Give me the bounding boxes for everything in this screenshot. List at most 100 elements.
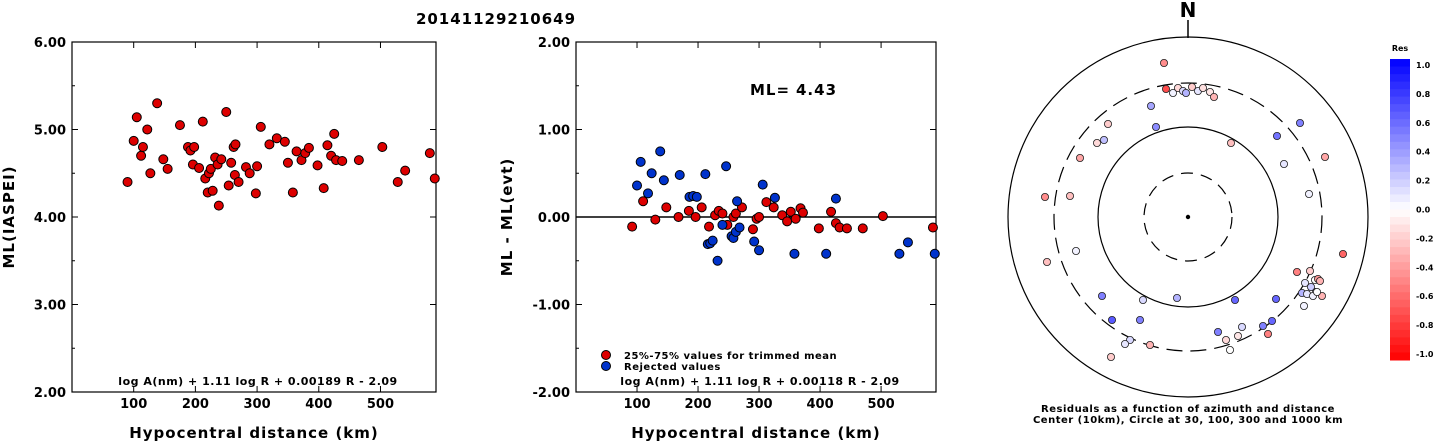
chart2-point	[674, 170, 685, 180]
polar-point	[1108, 315, 1117, 324]
colorbar-segment	[1390, 217, 1410, 226]
colorbar-segment	[1390, 171, 1410, 180]
chart2-point	[661, 202, 672, 213]
colorbar-segment	[1390, 284, 1410, 293]
chart2-point	[757, 179, 768, 190]
chart1-ytick-label: 6.00	[34, 36, 66, 51]
colorbar-tick-label: -0.4	[1416, 263, 1434, 272]
chart2-point	[643, 188, 653, 199]
polar-point	[1214, 327, 1223, 336]
chart1-xtick-label: 200	[182, 397, 209, 412]
chart1-xlabel: Hypocentral distance (km)	[129, 424, 379, 441]
chart1-ytick-label: 2.00	[34, 386, 66, 401]
colorbar-segment	[1390, 156, 1410, 165]
colorbar-segment	[1390, 119, 1410, 128]
chart1-point	[303, 142, 314, 153]
chart2-point	[690, 212, 701, 222]
circle-1000km	[1007, 36, 1369, 398]
colorbar-segment	[1390, 344, 1410, 353]
colorbar-segment	[1390, 201, 1410, 210]
polar-point	[1234, 331, 1243, 340]
chart1-point	[194, 163, 205, 173]
polar-point	[1316, 276, 1325, 285]
colorbar-tick-label: 0.6	[1416, 119, 1431, 128]
chart2-point	[813, 223, 824, 234]
polar-point	[1210, 93, 1219, 102]
polar-point	[1104, 120, 1113, 129]
chart-ml-residual: 100 200 300 400 500 -2.00 -1.00 0.00 1.00 2.00 ML…	[498, 36, 940, 441]
colorbar-tick-label: -0.2	[1416, 234, 1434, 243]
chart2-point	[691, 191, 702, 202]
chart1-point	[244, 168, 255, 179]
chart2-ytick-label: -2.00	[533, 386, 570, 401]
chart2-point	[797, 207, 808, 218]
chart2-xlabel: Hypocentral distance (km)	[631, 424, 881, 441]
chart2-xtick-label: 500	[868, 397, 895, 412]
chart2-point	[650, 214, 661, 225]
chart2-point	[894, 248, 905, 259]
polar-point	[1043, 257, 1052, 266]
polar-point	[1152, 123, 1161, 132]
colorbar-segment	[1390, 314, 1410, 323]
ml-label: ML=	[750, 81, 790, 99]
polar-point	[1162, 85, 1171, 94]
colorbar-segment	[1390, 96, 1410, 105]
colorbar-tick-label: 0.8	[1416, 90, 1431, 99]
polar-point	[1227, 138, 1236, 147]
circle-100km	[1097, 126, 1279, 308]
chart2-point	[712, 255, 723, 266]
polar-point	[1306, 266, 1315, 275]
polar-point	[1182, 89, 1191, 98]
chart1-point	[353, 155, 364, 166]
polar-point	[1272, 294, 1281, 303]
polar-point	[1188, 83, 1197, 92]
chart1-point	[223, 180, 234, 191]
colorbar-segment	[1390, 239, 1410, 248]
chart1-ytick-label: 5.00	[34, 124, 66, 139]
legend-label-trimmed: 25%-75% values for trimmed mean	[624, 351, 837, 362]
chart2-point	[830, 193, 841, 204]
chart1-point	[255, 121, 266, 132]
chart2-point	[785, 206, 796, 217]
polar-point	[1160, 59, 1169, 68]
colorbar-segment	[1390, 352, 1410, 361]
chart1-point	[264, 139, 275, 150]
chart2-xtick-label: 100	[623, 397, 650, 412]
polar-point	[1293, 267, 1302, 276]
polar-point	[1098, 291, 1107, 300]
colorbar-segment	[1390, 126, 1410, 135]
chart2-point	[826, 206, 837, 217]
colorbar-segment	[1390, 179, 1410, 188]
chart1-point	[216, 154, 227, 165]
colorbar-tick-label: 0.0	[1416, 206, 1431, 215]
chart1-point	[213, 200, 224, 211]
chart1-frame	[71, 41, 437, 393]
chart2-point	[734, 222, 745, 233]
chart2-point	[707, 235, 718, 246]
colorbar-segment	[1390, 254, 1410, 263]
colorbar-tick-label: -1.0	[1416, 350, 1434, 359]
polar-point	[1280, 159, 1289, 168]
polar-point	[1139, 295, 1148, 304]
chart1-point	[207, 185, 218, 196]
chart2-point	[673, 212, 684, 222]
colorbar-segment	[1390, 269, 1410, 278]
chart2-point	[749, 236, 760, 247]
polar-point	[1076, 153, 1085, 162]
colorbar-segment	[1390, 292, 1410, 301]
chart2-point	[655, 146, 666, 157]
polar-caption-2: Center (10km), Circle at 30, 100, 300 an…	[1033, 415, 1343, 426]
chart1-point	[337, 156, 348, 166]
polar-point	[1238, 322, 1247, 331]
polar-point	[1173, 293, 1182, 302]
chart1-point	[158, 154, 169, 165]
polar-point	[1273, 131, 1282, 140]
chart2-point	[730, 208, 741, 219]
colorbar-segment	[1390, 232, 1410, 241]
colorbar-segment	[1390, 322, 1410, 331]
polar-point	[1121, 339, 1130, 348]
chart2-point	[646, 168, 657, 179]
colorbar-segment	[1390, 89, 1410, 98]
colorbar-segment	[1390, 59, 1410, 68]
